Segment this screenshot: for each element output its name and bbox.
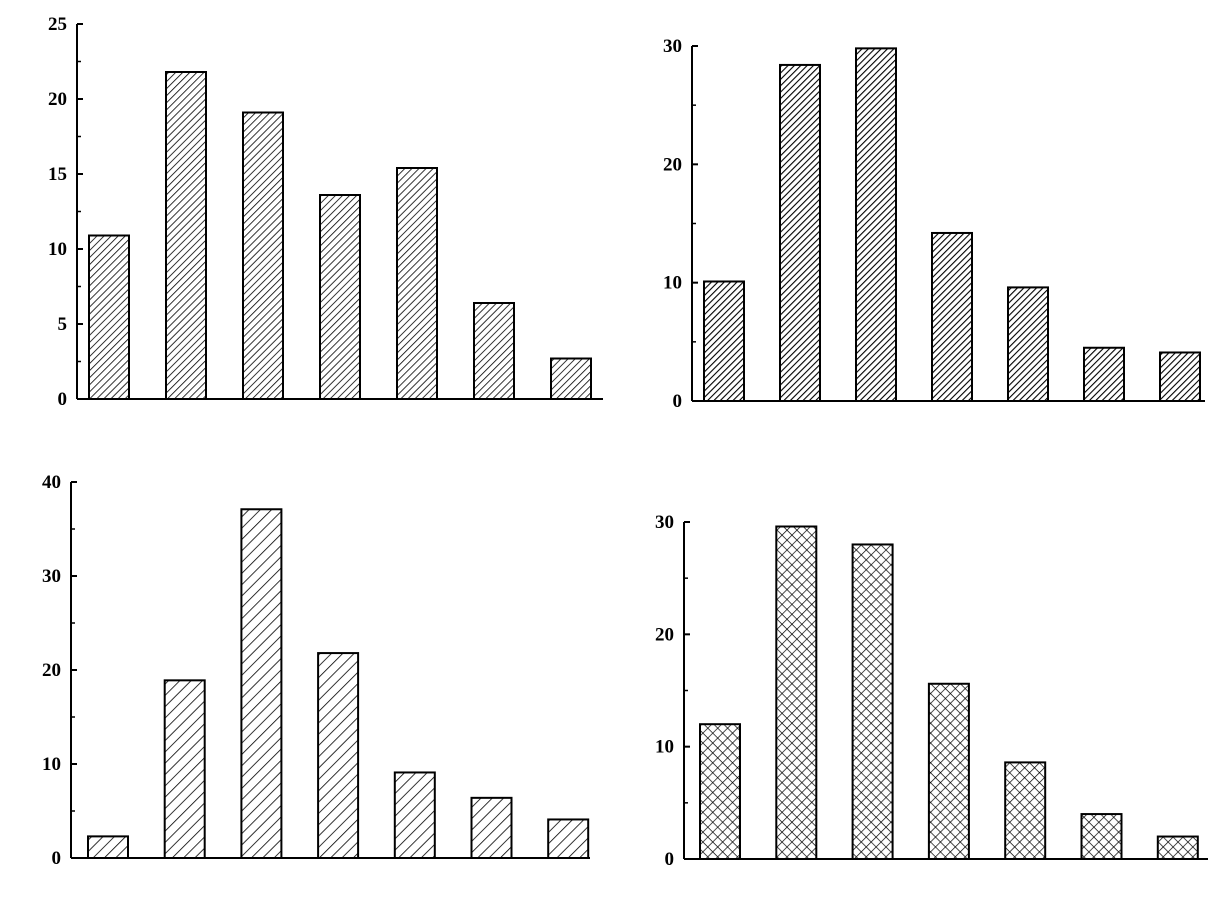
bar xyxy=(1083,346,1125,402)
chart-panel-top-left: 0 5 10 15 20 25 xyxy=(48,14,603,410)
y-tick-label: 20 xyxy=(48,89,67,110)
y-tick-label: 20 xyxy=(42,660,61,681)
y-tick-label: 40 xyxy=(42,472,61,493)
bar xyxy=(319,194,361,400)
bar xyxy=(242,111,284,400)
bar xyxy=(699,723,741,861)
y-tick-label: 20 xyxy=(655,624,674,645)
y-tick-label: 20 xyxy=(663,154,682,175)
bar xyxy=(547,818,590,860)
bar xyxy=(473,302,515,400)
bar xyxy=(1004,761,1047,860)
bar xyxy=(779,63,821,403)
y-tick-label: 25 xyxy=(48,14,67,35)
bar xyxy=(1007,286,1049,402)
y-tick-label: 15 xyxy=(48,164,67,185)
bar xyxy=(855,47,897,402)
y-tick-label: 5 xyxy=(58,314,68,335)
y-tick-label: 10 xyxy=(42,754,61,775)
bar xyxy=(88,234,130,400)
y-tick-label: 0 xyxy=(52,848,62,869)
bar xyxy=(165,71,207,400)
bar xyxy=(317,652,360,860)
chart-panel-bottom-right: 0 10 20 30 xyxy=(655,512,1208,870)
chart-panel-bottom-left: 0 10 20 30 40 xyxy=(42,472,590,869)
y-tick-label: 10 xyxy=(663,273,682,294)
bar xyxy=(163,679,206,860)
chart-panel-top-right: 0 10 20 30 xyxy=(663,36,1205,412)
bar xyxy=(927,682,970,861)
bar xyxy=(470,796,513,860)
y-tick-label: 10 xyxy=(48,239,67,260)
y-tick-label: 0 xyxy=(673,391,683,412)
bar xyxy=(1080,813,1123,860)
bar xyxy=(240,508,283,859)
bar xyxy=(931,231,973,402)
y-tick-label: 30 xyxy=(655,512,674,533)
bar xyxy=(851,543,894,860)
bar xyxy=(550,357,592,400)
y-tick-label: 30 xyxy=(42,566,61,587)
bar xyxy=(87,835,129,860)
bar xyxy=(393,771,436,860)
y-tick-label: 0 xyxy=(665,849,675,870)
bar xyxy=(775,525,818,860)
y-tick-label: 10 xyxy=(655,737,674,758)
bar xyxy=(396,167,438,400)
bar xyxy=(1156,835,1199,860)
y-tick-label: 30 xyxy=(663,36,682,57)
bar xyxy=(703,280,745,403)
y-tick-label: 0 xyxy=(58,389,68,410)
bar xyxy=(1159,351,1201,403)
